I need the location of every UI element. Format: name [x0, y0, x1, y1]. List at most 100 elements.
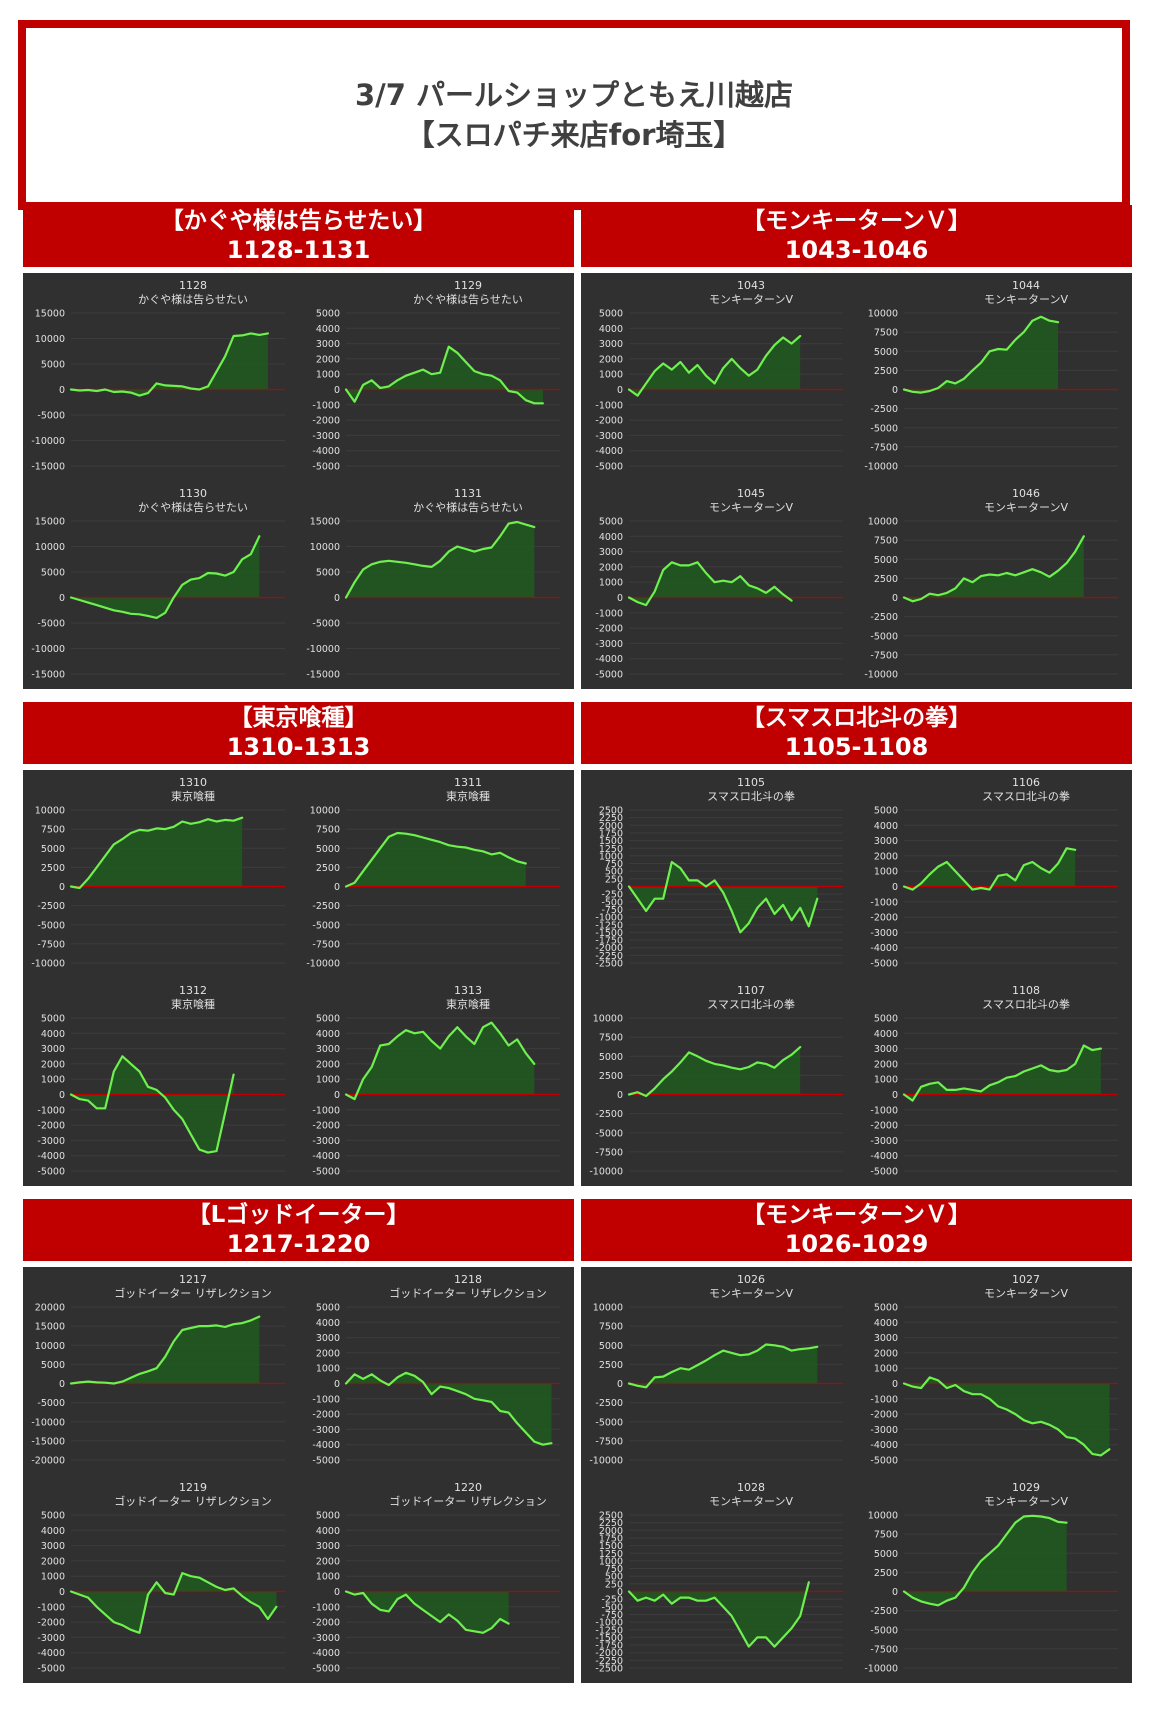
- chart-svg: -5000 -4000 -3000 -2000 -1000 0 1000 2000 3000 40…: [595, 309, 843, 473]
- y-tick-label: -10000: [864, 462, 898, 473]
- y-tick-label: 5000: [874, 347, 898, 358]
- chart-machine-number: 1029: [1012, 1481, 1040, 1494]
- chart-svg: -20000 -15000 -10000 -5000 0 5000 10000 15000 20…: [31, 1303, 285, 1467]
- y-tick-label: 0: [334, 1379, 340, 1390]
- y-tick-label: -5000: [312, 1664, 340, 1675]
- y-tick-label: 3000: [316, 1333, 340, 1344]
- y-tick-label: 0: [334, 1090, 340, 1101]
- y-tick-label: -7500: [37, 939, 65, 950]
- section-hokuto: 【スマスロ北斗の拳】 1105-1108 -2500 -2250 -2000 -175…: [581, 702, 1132, 1191]
- chart-svg: -10000 -7500 -5000 -2500 0 2500 5000 7500 10000: [306, 806, 560, 970]
- y-tick-label: 0: [617, 1587, 623, 1598]
- y-tick-label: 4000: [316, 1318, 340, 1329]
- section-title: 【東京喰種】: [229, 705, 368, 731]
- y-tick-label: -5000: [595, 1128, 623, 1139]
- y-tick-label: 0: [892, 1090, 898, 1101]
- chart-machine-number: 1131: [454, 487, 482, 500]
- series-line: [344, 1021, 536, 1101]
- y-tick-label: 750: [605, 859, 623, 870]
- y-tick-label: 1750: [599, 828, 623, 839]
- y-tick-label: -3000: [37, 1633, 65, 1644]
- y-tick-label: 1000: [599, 851, 623, 862]
- y-tick-label: 3000: [874, 836, 898, 847]
- y-tick-label: -1000: [312, 1394, 340, 1405]
- chart-machine-name: ゴッドイーター リザレクション: [114, 1495, 272, 1508]
- chart-1045: -5000 -4000 -3000 -2000 -1000 0 1000 2000 3000 40…: [581, 481, 856, 689]
- y-tick-label: -2250: [595, 1656, 623, 1667]
- chart-machine-name: 東京喰種: [446, 998, 490, 1011]
- y-tick-label: 0: [892, 1379, 898, 1390]
- series-line: [902, 847, 1077, 891]
- y-tick-label: -2500: [37, 901, 65, 912]
- series-area: [904, 316, 1059, 393]
- y-tick-label: -1250: [595, 1625, 623, 1636]
- y-tick-label: 1000: [874, 867, 898, 878]
- y-tick-label: 0: [59, 1379, 65, 1390]
- y-tick-label: -3000: [870, 1425, 898, 1436]
- series-line: [902, 1044, 1102, 1102]
- y-tick-label: -5000: [870, 1456, 898, 1467]
- series-area: [629, 862, 818, 933]
- chart-machine-number: 1218: [454, 1273, 482, 1286]
- y-tick-label: 4000: [41, 1526, 65, 1537]
- y-tick-label: 2500: [41, 863, 65, 874]
- chart-panel: -2500 -2250 -2000 -1750 -1500 -1250 -1000 -750-…: [581, 770, 1132, 1186]
- y-tick-label: -10000: [864, 670, 898, 681]
- y-tick-label: 500: [605, 1572, 623, 1583]
- y-tick-label: 3000: [316, 1044, 340, 1055]
- section-header: 【Lゴッドイーター】 1217-1220: [23, 1199, 574, 1261]
- y-tick-label: -1000: [595, 1618, 623, 1629]
- series-line: [902, 535, 1085, 603]
- y-tick-label: -7500: [595, 1147, 623, 1158]
- y-tick-label: -5000: [870, 1167, 898, 1178]
- y-tick-label: 7500: [874, 1530, 898, 1541]
- chart-machine-name: モンキーターンV: [984, 1495, 1068, 1508]
- chart-svg: -5000 -4000 -3000 -2000 -1000 0 1000 2000 3000 40…: [312, 309, 560, 473]
- chart-panel: -20000 -15000 -10000 -5000 0 5000 10000 15000 20…: [23, 1267, 574, 1683]
- y-tick-label: 0: [617, 882, 623, 893]
- chart-machine-number: 1220: [454, 1481, 482, 1494]
- chart-machine-number: 1028: [737, 1481, 765, 1494]
- y-tick-label: 10000: [35, 1341, 65, 1352]
- chart-1128: -15000 -10000 -5000 0 5000 10000 15000 1128 かぐ…: [23, 273, 298, 481]
- section-header: 【東京喰種】 1310-1313: [23, 702, 574, 764]
- chart-1046: -10000 -7500 -5000 -2500 0 2500 5000 7500 10000 …: [856, 481, 1131, 689]
- chart-machine-name: ゴッドイーター リザレクション: [389, 1495, 547, 1508]
- y-tick-label: 2250: [599, 1518, 623, 1529]
- y-tick-label: -1750: [595, 936, 623, 947]
- chart-svg: -2500-2250-2000-1750-1500-1250-1000-750-…: [595, 1511, 843, 1675]
- y-tick-label: -5000: [37, 619, 65, 630]
- section-range: 1026-1029: [784, 1230, 929, 1258]
- y-tick-label: 5000: [874, 1014, 898, 1025]
- series-area: [346, 1022, 535, 1100]
- y-tick-label: 2000: [316, 1556, 340, 1567]
- chart-svg: -5000 -4000 -3000 -2000 -1000 0 1000 2000 3000 40…: [37, 1511, 285, 1675]
- y-tick-label: 10000: [310, 806, 340, 817]
- section-tokyo-ghoul: 【東京喰種】 1310-1313 -10000 -7500 -5000 -2500 0 2…: [23, 702, 574, 1191]
- chart-machine-name: モンキーターンV: [984, 501, 1068, 514]
- y-tick-label: -10000: [306, 959, 340, 970]
- section-range: 1105-1108: [784, 733, 929, 761]
- y-tick-label: 10000: [35, 542, 65, 553]
- section-range: 1043-1046: [784, 236, 929, 264]
- y-tick-label: -2000: [312, 416, 340, 427]
- series-line: [627, 561, 793, 607]
- chart-1105: -2500 -2250 -2000 -1750 -1500 -1250 -1000 -750-…: [581, 770, 856, 978]
- y-tick-label: -2500: [595, 1109, 623, 1120]
- y-tick-label: 4000: [599, 532, 623, 543]
- y-tick-label: -5000: [870, 959, 898, 970]
- y-tick-label: -5000: [595, 1417, 623, 1428]
- chart-machine-name: 東京喰種: [171, 790, 215, 803]
- y-tick-label: 10000: [868, 517, 898, 528]
- y-tick-label: 5000: [41, 844, 65, 855]
- chart-machine-name: かぐや様は告らせたい: [138, 501, 248, 514]
- y-tick-label: 2000: [874, 1348, 898, 1359]
- y-tick-label: -1000: [595, 913, 623, 924]
- y-tick-label: -5000: [595, 462, 623, 473]
- y-tick-label: -500: [601, 1602, 623, 1613]
- chart-machine-name: モンキーターンV: [984, 293, 1068, 306]
- chart-panel: -10000 -7500 -5000 -2500 0 2500 5000 7500 10000 …: [581, 1267, 1132, 1683]
- chart-svg: -10000 -7500 -5000 -2500 0 2500 5000 7500 10000: [589, 1303, 843, 1467]
- series-line: [69, 1315, 261, 1385]
- series-line: [69, 535, 261, 619]
